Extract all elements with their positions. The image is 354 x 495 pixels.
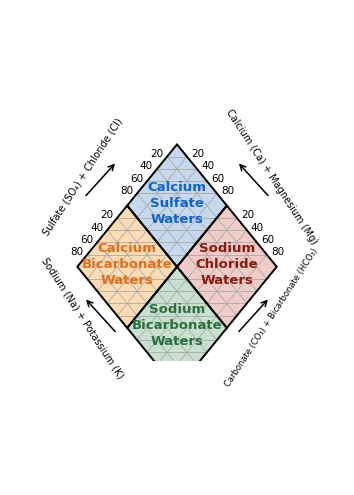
Text: 60: 60: [130, 174, 143, 184]
Text: Sulfate (SO₄) + Chloride (Cl): Sulfate (SO₄) + Chloride (Cl): [41, 117, 125, 238]
Text: Sodium
Bicarbonate
Waters: Sodium Bicarbonate Waters: [132, 303, 222, 348]
Polygon shape: [177, 205, 277, 328]
Text: Carbonate (CO₃) + Bicarbonate (HCO₃): Carbonate (CO₃) + Bicarbonate (HCO₃): [223, 247, 319, 389]
Polygon shape: [77, 205, 177, 328]
Text: Calcium (Ca) + Magnesium (Mg): Calcium (Ca) + Magnesium (Mg): [223, 108, 319, 247]
Text: Calcium
Sulfate
Waters: Calcium Sulfate Waters: [148, 181, 206, 226]
Text: Sodium (Na) + Potassium (K): Sodium (Na) + Potassium (K): [40, 255, 126, 380]
Text: Calcium
Bicarbonate
Waters: Calcium Bicarbonate Waters: [82, 242, 172, 287]
Text: 40: 40: [201, 161, 214, 171]
Text: 60: 60: [80, 235, 93, 245]
Text: 20: 20: [191, 149, 204, 159]
Text: 80: 80: [221, 186, 234, 196]
Polygon shape: [127, 145, 227, 267]
Text: 20: 20: [150, 149, 163, 159]
Text: 80: 80: [120, 186, 133, 196]
Text: 40: 40: [140, 161, 153, 171]
Text: 60: 60: [211, 174, 224, 184]
Polygon shape: [127, 267, 227, 389]
Text: 40: 40: [90, 223, 103, 233]
Text: 80: 80: [271, 247, 284, 257]
Text: 20: 20: [241, 210, 254, 220]
Text: 80: 80: [70, 247, 83, 257]
Text: Sodium
Chloride
Waters: Sodium Chloride Waters: [195, 242, 258, 287]
Text: 20: 20: [100, 210, 113, 220]
Text: 40: 40: [251, 223, 264, 233]
Text: 60: 60: [261, 235, 274, 245]
